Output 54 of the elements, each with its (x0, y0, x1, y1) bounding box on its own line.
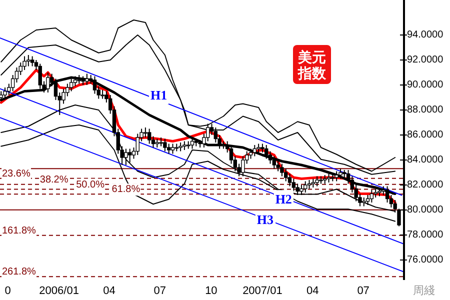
candlestick (304, 180, 308, 193)
y-tick-label: 94.0000 (407, 30, 444, 41)
candlestick (166, 143, 171, 154)
x-tick-label: 07 (154, 285, 166, 297)
x-tick-label: 04 (306, 285, 319, 297)
x-tick-label: 10 (205, 285, 218, 297)
candlestick (334, 170, 338, 182)
candlestick (338, 168, 342, 180)
candlestick (241, 156, 245, 177)
candlestick (296, 183, 300, 196)
candlestick (3, 87, 7, 100)
candlestick (147, 128, 152, 144)
y-tick-label: 80.0000 (407, 204, 444, 216)
candlestick (300, 184, 304, 196)
annotation: 23.6% (2, 168, 30, 180)
candlestick (26, 54, 30, 67)
x-tick-label: 07 (357, 285, 370, 297)
y-tick-label: 90.0000 (407, 80, 444, 91)
candlestick (190, 137, 194, 150)
y-tick-label: 76.0000 (407, 254, 444, 266)
y-tick-label: 78.0000 (407, 230, 444, 241)
candlestick (315, 176, 319, 187)
annotation: 261.8% (2, 266, 36, 278)
candlestick (284, 168, 288, 182)
candlestick (292, 178, 296, 192)
x-tick-label: 0 (4, 285, 11, 297)
annotation: 50.0% (76, 179, 105, 190)
candlestick (144, 127, 148, 138)
x-tick-label: 04 (103, 285, 116, 297)
y-tick-label: 88.0000 (407, 104, 444, 116)
annotation: H1 (150, 88, 168, 103)
annotation: H3 (256, 212, 274, 228)
candlestick (136, 133, 140, 156)
annotation: H2 (275, 192, 292, 207)
candlestick (124, 148, 128, 166)
candlestick (163, 138, 167, 152)
y-tick-label: 84.0000 (407, 154, 444, 166)
y-tick-label: 86.0000 (407, 130, 444, 141)
annotation: 161.8% (2, 225, 36, 236)
x-tick-label: 2006/01 (39, 285, 79, 297)
x-tick-label: 2007/01 (242, 285, 282, 297)
annotation: 61.8% (112, 184, 140, 196)
candlestick (264, 144, 268, 160)
candlestick (370, 190, 374, 203)
candlestick (252, 144, 257, 157)
candlestick (30, 56, 34, 67)
badge: 美元指数 (293, 45, 331, 84)
annotation: 38.2% (40, 174, 68, 186)
candlestick (170, 143, 175, 154)
y-tick-label: 92.0000 (407, 54, 444, 66)
x-axis-title: 周綫 (413, 284, 435, 297)
y-tick-label: 82.0000 (407, 180, 444, 191)
candlestick (272, 156, 276, 170)
candlestick (128, 148, 132, 163)
